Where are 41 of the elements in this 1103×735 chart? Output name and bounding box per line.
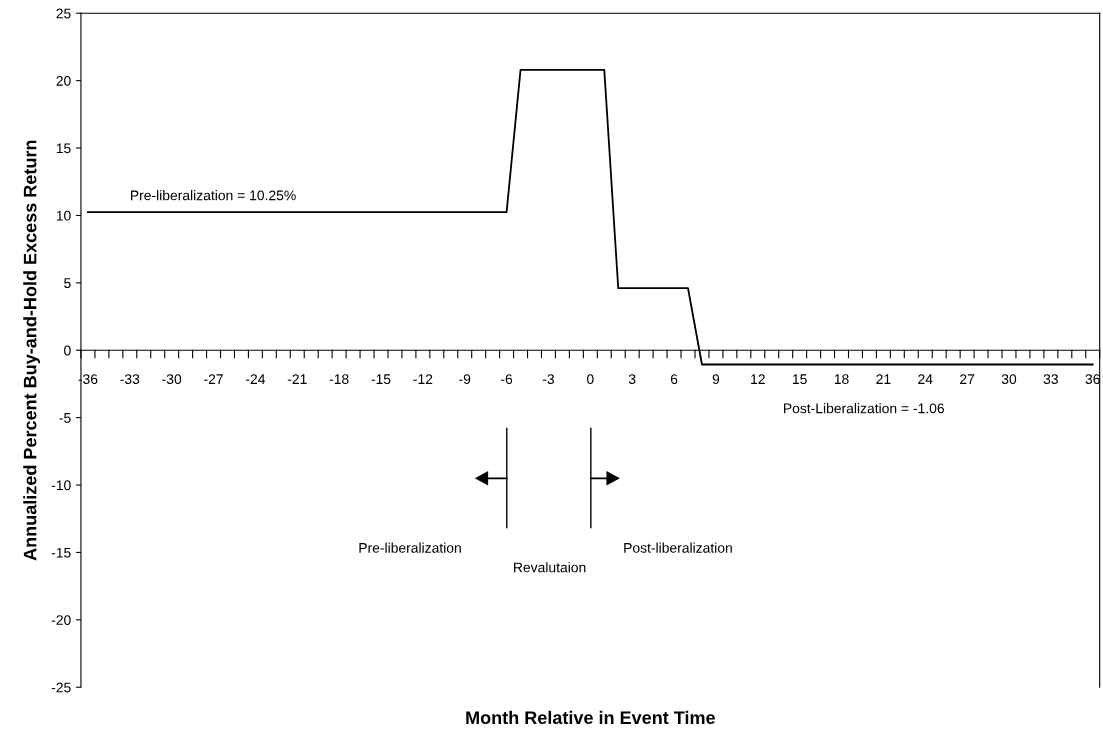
- x-tick-label: -30: [162, 374, 182, 385]
- x-tick-label: -21: [287, 374, 307, 384]
- y-tick-label: 25: [56, 8, 71, 19]
- annotation: Post-Liberalization = -1.06: [784, 403, 944, 414]
- x-tick-label: 21: [876, 374, 891, 384]
- x-tick-label: 15: [792, 374, 807, 385]
- y-tick-label: 20: [56, 75, 71, 86]
- y-tick-label: 15: [56, 143, 71, 154]
- x-axis-title: Month Relative in Event Time: [466, 710, 715, 725]
- x-tick-label: 27: [960, 374, 975, 384]
- x-tick-label: 18: [834, 374, 849, 385]
- x-tick-label: 24: [918, 374, 933, 384]
- x-tick-label: 6: [670, 374, 678, 385]
- x-tick-label: -24: [245, 374, 266, 384]
- x-tick-label: 12: [751, 374, 765, 384]
- x-tick-label: -33: [120, 374, 140, 385]
- x-tick-label: 3: [628, 374, 636, 385]
- y-tick-label: -10: [51, 480, 71, 491]
- x-tick-label: 33: [1043, 374, 1058, 385]
- y-tick-label: -5: [59, 413, 71, 423]
- x-tick-label: -3: [542, 374, 555, 385]
- x-tick-label: -27: [204, 374, 223, 384]
- x-tick-label: -15: [371, 374, 391, 385]
- y-tick-label: -15: [51, 547, 71, 558]
- x-tick-label: -6: [501, 374, 513, 385]
- y-tick-label: 0: [64, 345, 71, 356]
- y-tick-label: 10: [56, 210, 71, 221]
- annotation: Post-liberalization: [624, 542, 732, 553]
- y-axis-title: Annualized Percent Buy-and-Hold Excess Return: [23, 140, 41, 561]
- y-tick-label: -20: [51, 615, 71, 625]
- x-tick-label: 0: [587, 374, 594, 385]
- y-tick-label: 5: [64, 278, 71, 288]
- x-tick-label: -9: [459, 374, 471, 385]
- annotation: Pre-liberalization: [359, 542, 461, 553]
- annotation: Revalutaion: [514, 562, 586, 573]
- x-tick-label: 30: [1001, 374, 1017, 385]
- x-tick-label: 9: [712, 374, 720, 385]
- annotation: Pre-liberalization = 10.25%: [131, 190, 296, 201]
- x-tick-label: -18: [329, 374, 349, 385]
- y-tick-label: -25: [51, 682, 71, 693]
- x-tick-label: -12: [413, 374, 433, 384]
